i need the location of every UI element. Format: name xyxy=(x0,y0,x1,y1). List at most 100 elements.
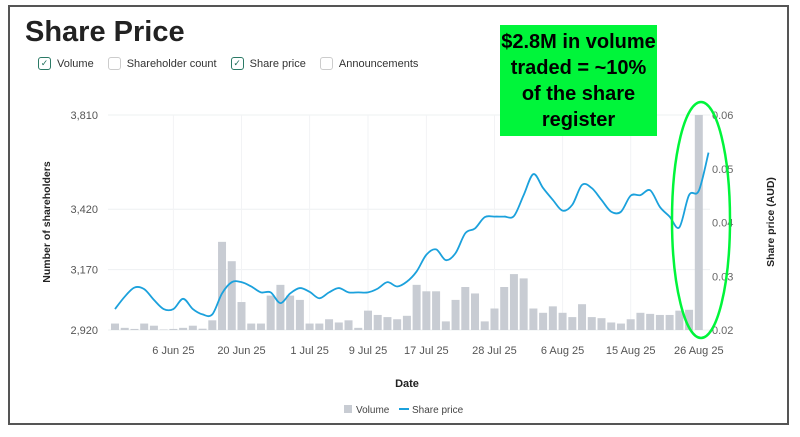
volume-bar[interactable] xyxy=(286,295,295,330)
x-tick-label: 9 Jul 25 xyxy=(349,345,388,357)
volume-bar[interactable] xyxy=(500,287,509,330)
volume-bar[interactable] xyxy=(412,284,421,330)
volume-bar[interactable] xyxy=(140,323,149,330)
volume-bar[interactable] xyxy=(451,299,460,330)
legend-volume-label[interactable]: Volume xyxy=(356,405,390,416)
volume-bar[interactable] xyxy=(597,318,606,330)
volume-bar[interactable] xyxy=(325,319,334,330)
volume-bar[interactable] xyxy=(587,317,596,330)
volume-bar[interactable] xyxy=(169,328,178,330)
x-tick-label: 28 Jul 25 xyxy=(472,345,517,357)
filter-volume[interactable]: ✓ Volume xyxy=(38,57,94,70)
share-price-line xyxy=(114,152,710,318)
page-title: Share Price xyxy=(25,16,185,48)
volume-bar[interactable] xyxy=(548,306,557,330)
volume-bar[interactable] xyxy=(130,328,139,330)
volume-bar[interactable] xyxy=(188,325,197,330)
volume-bar[interactable] xyxy=(149,325,158,330)
y-axis-left-label: Number of shareholders xyxy=(41,161,53,283)
volume-bar[interactable] xyxy=(198,328,207,330)
volume-bar[interactable] xyxy=(539,312,548,330)
x-tick-label: 1 Jul 25 xyxy=(290,345,329,357)
checkbox-unchecked-icon[interactable] xyxy=(319,57,333,70)
filter-share-price[interactable]: ✓ Share price xyxy=(230,57,306,70)
volume-bar[interactable] xyxy=(509,274,518,330)
filter-shareholder-count[interactable]: Shareholder count xyxy=(107,57,217,70)
volume-bar[interactable] xyxy=(159,329,168,331)
volume-bar[interactable] xyxy=(208,320,217,330)
y-right-tick-label: 0.05 xyxy=(712,164,733,176)
volume-bar[interactable] xyxy=(441,321,450,330)
filter-label: Shareholder count xyxy=(126,57,217,70)
volume-bar[interactable] xyxy=(578,304,587,330)
chart-frame xyxy=(8,5,789,425)
volume-bar[interactable] xyxy=(247,323,256,330)
volume-bar[interactable] xyxy=(694,115,703,330)
volume-bar[interactable] xyxy=(218,241,227,330)
volume-bar[interactable] xyxy=(490,308,499,331)
volume-bar[interactable] xyxy=(373,314,382,330)
volume-bar[interactable] xyxy=(432,291,441,330)
legend-share-price-label[interactable]: Share price xyxy=(412,405,464,416)
volume-bar[interactable] xyxy=(363,310,372,330)
volume-bar[interactable] xyxy=(344,320,353,330)
x-tick-label: 6 Aug 25 xyxy=(541,345,584,357)
y-left-tick-label: 3,170 xyxy=(70,265,98,277)
filter-label: Share price xyxy=(249,57,306,70)
volume-bar[interactable] xyxy=(655,314,664,330)
volume-bar[interactable] xyxy=(529,308,538,331)
highlight-ellipse xyxy=(670,100,732,340)
volume-bar[interactable] xyxy=(646,313,655,330)
volume-bar[interactable] xyxy=(607,322,616,330)
volume-bar[interactable] xyxy=(227,261,236,330)
x-tick-label: 17 Jul 25 xyxy=(404,345,449,357)
volume-bar[interactable] xyxy=(237,302,246,330)
volume-bar[interactable] xyxy=(295,299,304,330)
volume-bar[interactable] xyxy=(568,317,577,330)
x-axis-label: Date xyxy=(395,378,419,390)
y-right-tick-label: 0.02 xyxy=(712,325,733,337)
volume-bar[interactable] xyxy=(636,312,645,330)
x-tick-label: 26 Aug 25 xyxy=(674,345,724,357)
annotation-callout: $2.8M in volume traded = ~10% of the sha… xyxy=(500,25,657,136)
volume-bar[interactable] xyxy=(665,314,674,330)
volume-bar[interactable] xyxy=(685,309,694,330)
volume-bar[interactable] xyxy=(675,310,684,330)
volume-bar[interactable] xyxy=(315,323,324,330)
volume-bar[interactable] xyxy=(334,322,343,330)
legend: Volume Share price xyxy=(344,405,464,416)
checkbox-unchecked-icon[interactable] xyxy=(107,57,121,70)
volume-bar[interactable] xyxy=(383,317,392,330)
volume-bar[interactable] xyxy=(480,321,489,330)
y-axis-right-label: Share price (AUD) xyxy=(765,177,777,267)
volume-bar[interactable] xyxy=(111,323,119,330)
volume-bar[interactable] xyxy=(519,278,528,330)
volume-bar[interactable] xyxy=(461,287,470,330)
checkbox-checked-icon[interactable]: ✓ xyxy=(230,57,244,70)
volume-bar[interactable] xyxy=(354,327,363,330)
x-tick-label: 20 Jun 25 xyxy=(217,345,265,357)
volume-bar[interactable] xyxy=(120,327,129,330)
y-left-tick-label: 2,920 xyxy=(70,325,98,337)
volume-bar[interactable] xyxy=(256,323,265,330)
x-tick-label: 15 Aug 25 xyxy=(606,345,656,357)
volume-bar[interactable] xyxy=(422,291,431,330)
legend-volume-swatch[interactable] xyxy=(344,405,352,413)
y-left-tick-label: 3,420 xyxy=(70,204,98,216)
volume-bar[interactable] xyxy=(616,323,625,330)
volume-bar[interactable] xyxy=(305,323,314,330)
volume-bar[interactable] xyxy=(558,312,567,330)
filter-label: Announcements xyxy=(338,57,419,70)
volume-bar[interactable] xyxy=(626,319,635,330)
volume-bar[interactable] xyxy=(471,293,480,330)
volume-bar[interactable] xyxy=(276,284,285,330)
checkbox-checked-icon[interactable]: ✓ xyxy=(38,57,51,70)
filter-announcements[interactable]: Announcements xyxy=(319,57,419,70)
volume-bar[interactable] xyxy=(179,327,188,330)
volume-bar[interactable] xyxy=(266,295,275,330)
filter-label: Volume xyxy=(57,57,94,70)
volume-bar[interactable] xyxy=(393,319,402,330)
y-right-tick-label: 0.04 xyxy=(712,218,733,230)
volume-bar[interactable] xyxy=(402,315,411,330)
